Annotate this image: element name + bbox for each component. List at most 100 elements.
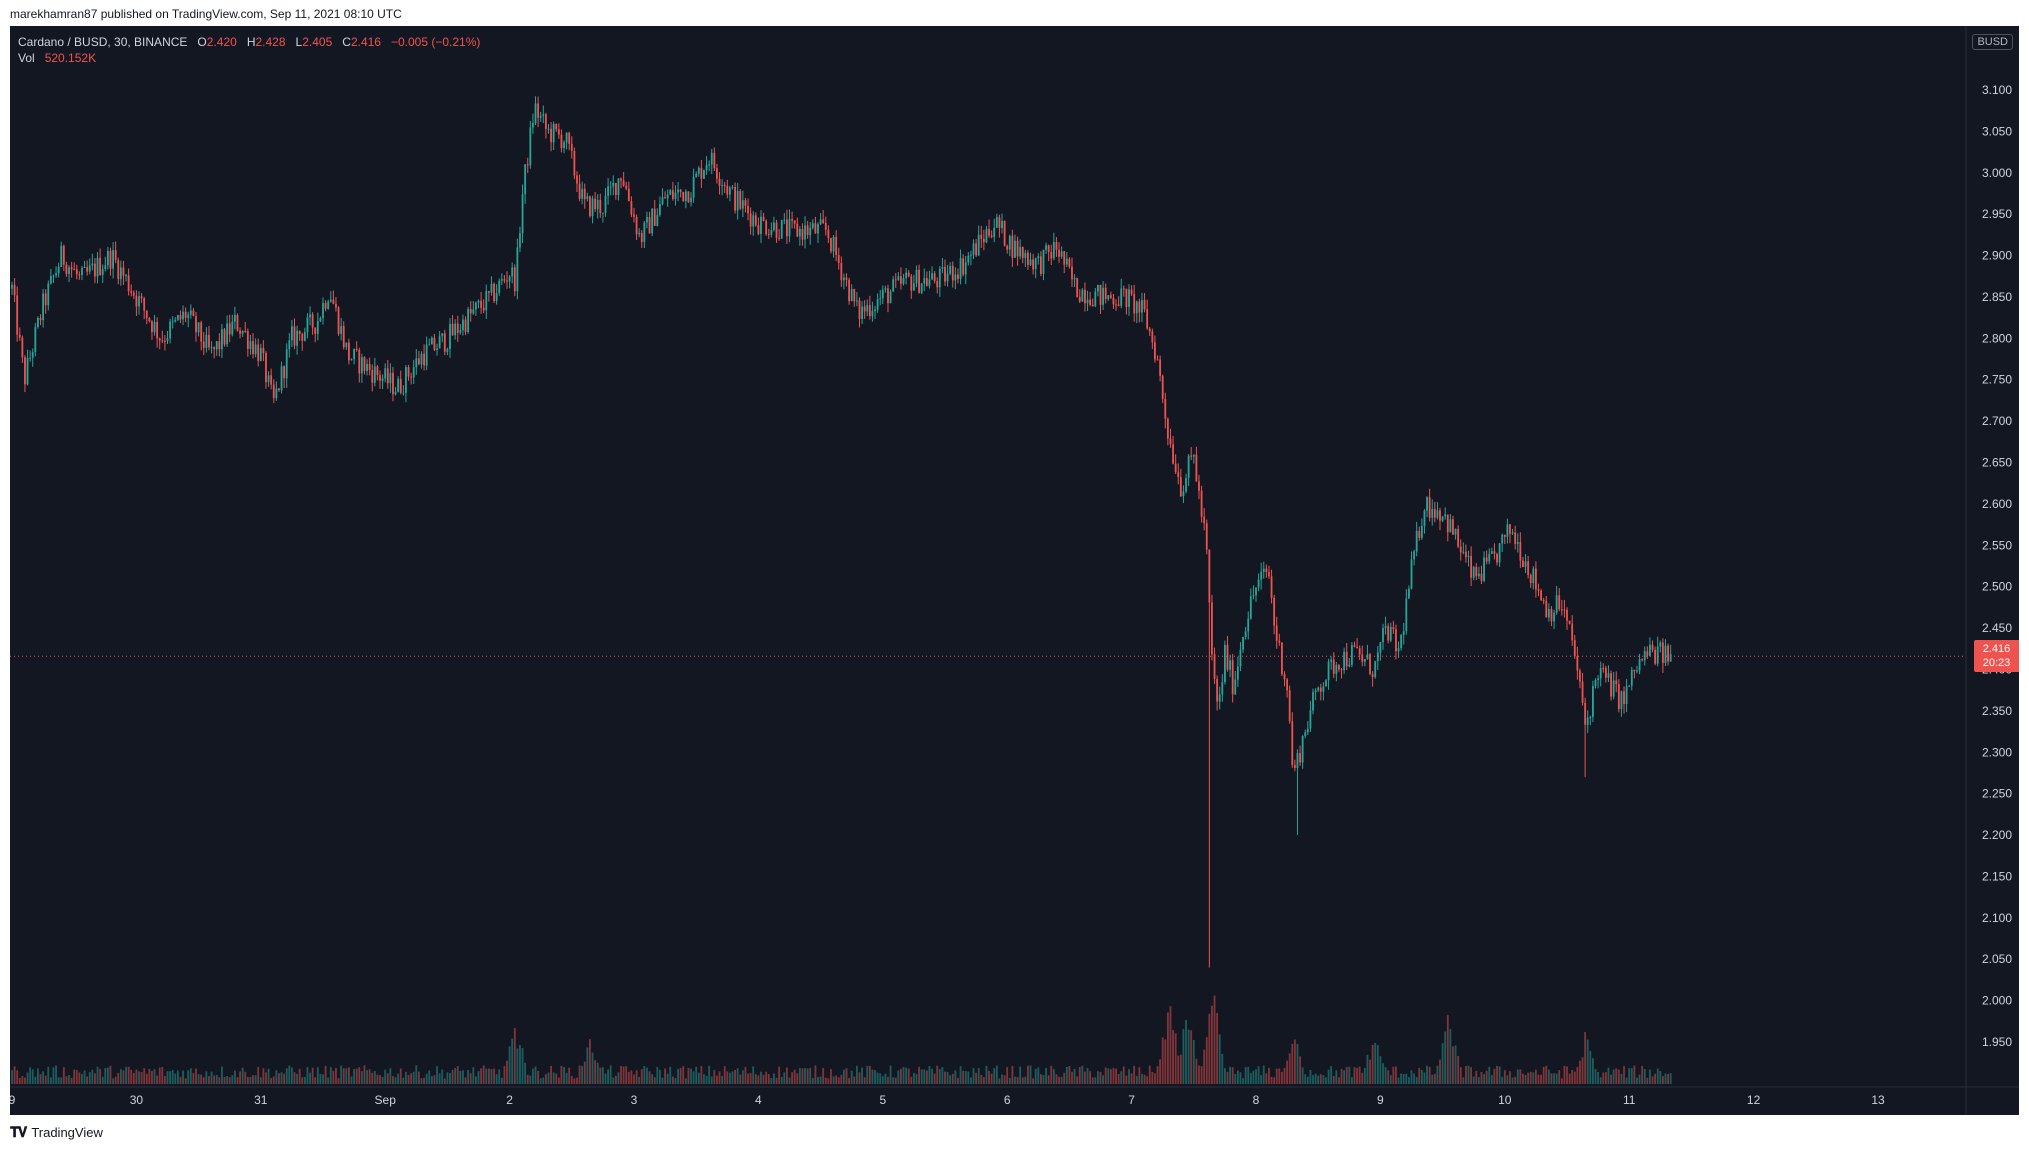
candle-body bbox=[721, 184, 724, 186]
candle-body bbox=[1213, 654, 1216, 679]
candle-body bbox=[280, 366, 283, 391]
candle-body bbox=[1643, 651, 1646, 661]
candle-body bbox=[143, 298, 146, 311]
volume-bar bbox=[1431, 1074, 1434, 1084]
x-tick-label: 9 bbox=[10, 1093, 16, 1107]
volume-bar bbox=[246, 1077, 249, 1084]
volume-bar bbox=[1081, 1065, 1084, 1084]
candle-body bbox=[1340, 669, 1343, 671]
volume-bar bbox=[114, 1076, 117, 1084]
volume-bar bbox=[1099, 1071, 1102, 1084]
candle-body bbox=[1138, 301, 1141, 313]
volume-bar bbox=[1465, 1065, 1467, 1084]
volume-bar bbox=[1164, 1039, 1167, 1084]
price-chart[interactable]: 3.100 3.050 3.000 2.950 2.900 2.850 2.800 2.750… bbox=[10, 26, 2019, 1115]
volume-bar bbox=[1516, 1069, 1519, 1084]
volume-bar bbox=[1037, 1067, 1040, 1084]
volume-bar bbox=[1003, 1075, 1006, 1084]
volume-bar bbox=[749, 1073, 752, 1084]
volume-bar bbox=[617, 1072, 620, 1084]
volume-bar bbox=[1353, 1067, 1356, 1084]
candle-body bbox=[1099, 285, 1102, 305]
candle-body bbox=[1633, 669, 1636, 672]
volume-bar bbox=[417, 1071, 420, 1084]
candle-body bbox=[55, 273, 57, 276]
candle-body bbox=[446, 349, 449, 352]
volume-bar bbox=[1610, 1074, 1612, 1084]
candle-body bbox=[257, 344, 260, 361]
candle-body bbox=[990, 235, 993, 237]
candle-body bbox=[226, 323, 229, 345]
candle-body bbox=[485, 291, 488, 311]
volume-bar bbox=[335, 1067, 337, 1084]
candle-body bbox=[158, 338, 161, 341]
tradingview-logo[interactable]: 𝐓𝐕 TradingView bbox=[10, 1124, 103, 1141]
high-value: 2.428 bbox=[255, 35, 286, 49]
volume-bar bbox=[1441, 1043, 1444, 1084]
volume-bar bbox=[158, 1067, 161, 1084]
candle-body bbox=[415, 358, 418, 368]
candle-body bbox=[283, 366, 286, 379]
volume-bar bbox=[690, 1068, 692, 1084]
candle-body bbox=[1091, 304, 1094, 307]
volume-bar bbox=[262, 1068, 265, 1084]
candle-body bbox=[643, 222, 646, 243]
candle-body bbox=[1024, 252, 1027, 258]
candle-body bbox=[1410, 559, 1413, 589]
candle-body bbox=[936, 281, 939, 288]
volume-bar bbox=[845, 1068, 848, 1084]
volume-bar bbox=[368, 1069, 371, 1084]
x-tick-label: 7 bbox=[1128, 1093, 1135, 1107]
volume-bar bbox=[594, 1060, 597, 1084]
volume-bar bbox=[990, 1073, 993, 1084]
volume-bar bbox=[1086, 1068, 1089, 1084]
volume-bar bbox=[1669, 1073, 1672, 1084]
candle-body bbox=[296, 330, 298, 346]
candle-body bbox=[91, 263, 94, 266]
volume-bar bbox=[99, 1069, 102, 1084]
volume-bar bbox=[96, 1066, 99, 1084]
volume-bar bbox=[1558, 1070, 1561, 1084]
candle-body bbox=[754, 215, 757, 226]
volume-bar bbox=[1395, 1066, 1397, 1084]
currency-badge[interactable]: BUSD bbox=[1972, 34, 2013, 50]
candle-body bbox=[884, 288, 887, 290]
volume-bar bbox=[1586, 1039, 1589, 1084]
volume-bar bbox=[1602, 1072, 1605, 1084]
candle-body bbox=[319, 318, 322, 322]
candle-body bbox=[267, 375, 270, 383]
x-tick-label: 31 bbox=[254, 1093, 268, 1107]
volume-bar bbox=[259, 1077, 262, 1084]
volume-bar bbox=[303, 1076, 306, 1084]
candle-body bbox=[350, 359, 353, 361]
volume-bar bbox=[1249, 1073, 1252, 1084]
volume-bar bbox=[1382, 1063, 1384, 1084]
chart-area[interactable]: 3.100 3.050 3.000 2.950 2.900 2.850 2.800 2.750… bbox=[10, 26, 2019, 1115]
candle-body bbox=[360, 357, 363, 374]
volume-bar bbox=[679, 1067, 682, 1084]
volume-bar bbox=[350, 1076, 353, 1084]
volume-bar bbox=[1029, 1065, 1032, 1084]
candle-body bbox=[402, 392, 405, 394]
candle-body bbox=[868, 305, 871, 317]
volume-bar bbox=[1638, 1074, 1641, 1084]
candle-body bbox=[171, 321, 174, 323]
candle-body bbox=[1413, 551, 1415, 560]
candle-body bbox=[656, 215, 659, 226]
candle-body bbox=[464, 319, 467, 333]
volume-bar bbox=[306, 1067, 309, 1084]
candle-body bbox=[1278, 640, 1281, 643]
volume-bar bbox=[957, 1077, 959, 1084]
candle-body bbox=[677, 189, 679, 193]
volume-bar bbox=[459, 1070, 462, 1084]
volume-bar bbox=[485, 1068, 488, 1084]
volume-bar bbox=[1405, 1073, 1408, 1084]
symbol-label[interactable]: Cardano / BUSD, 30, BINANCE bbox=[18, 35, 188, 49]
volume-bar bbox=[498, 1069, 501, 1084]
candle-body bbox=[565, 132, 568, 143]
candle-body bbox=[176, 315, 179, 320]
candle-body bbox=[526, 164, 529, 166]
candle-body bbox=[576, 175, 578, 184]
volume-bar bbox=[687, 1067, 690, 1084]
volume-bar bbox=[511, 1038, 514, 1084]
